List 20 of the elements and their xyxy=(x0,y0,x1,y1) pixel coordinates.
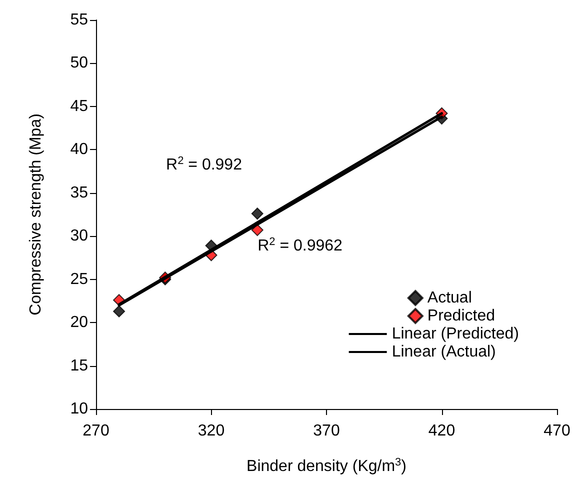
y-tick-label: 55 xyxy=(70,12,88,28)
y-tick-label: 20 xyxy=(70,314,88,332)
y-tick-label: 30 xyxy=(70,228,88,245)
x-tick-label: 270 xyxy=(82,422,110,440)
legend-label: Linear (Actual) xyxy=(392,344,496,360)
y-tick-label: 10 xyxy=(70,400,88,418)
legend-label: Linear (Predicted) xyxy=(392,326,519,342)
legend-label: Actual xyxy=(427,290,472,306)
y-tick-label: 40 xyxy=(70,141,88,158)
y-tick-label: 50 xyxy=(70,54,88,72)
legend-label: Predicted xyxy=(427,308,495,324)
x-tick-label: 370 xyxy=(313,422,340,440)
y-axis-title: Compressive strength (Mpa) xyxy=(28,114,44,316)
x-tick-label: 420 xyxy=(428,422,456,440)
y-tick-label: 25 xyxy=(70,270,88,288)
y-tick-label: 35 xyxy=(70,184,88,202)
x-tick-label: 320 xyxy=(198,422,225,440)
x-tick-label: 470 xyxy=(544,422,570,440)
y-tick-label: 15 xyxy=(70,357,88,374)
y-tick-label: 45 xyxy=(70,98,88,115)
